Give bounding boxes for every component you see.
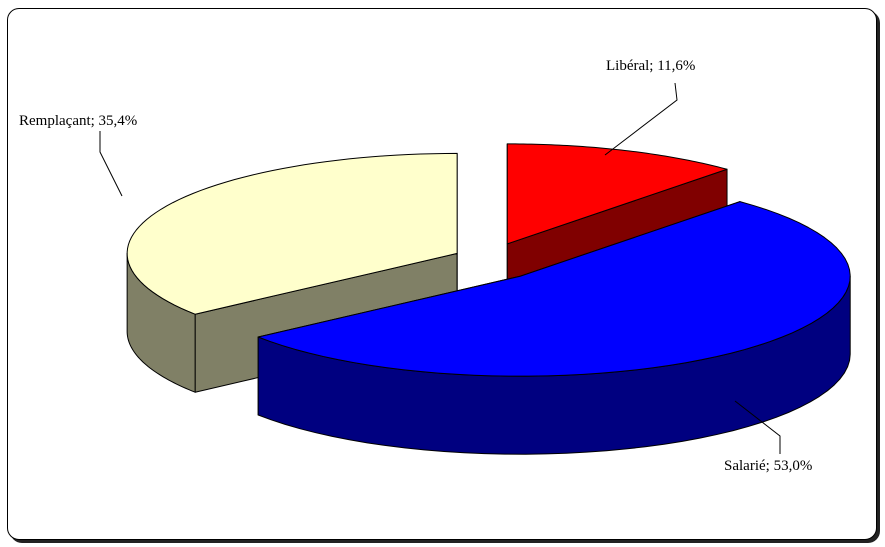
leader-line-liberal: [605, 83, 677, 155]
data-label-salarie: Salarié; 53,0%: [724, 458, 812, 474]
data-label-liberal: Libéral; 11,6%: [606, 58, 695, 74]
data-label-remplacant: Remplaçant; 35,4%: [19, 113, 137, 129]
leader-line-remplacant: [100, 131, 122, 196]
